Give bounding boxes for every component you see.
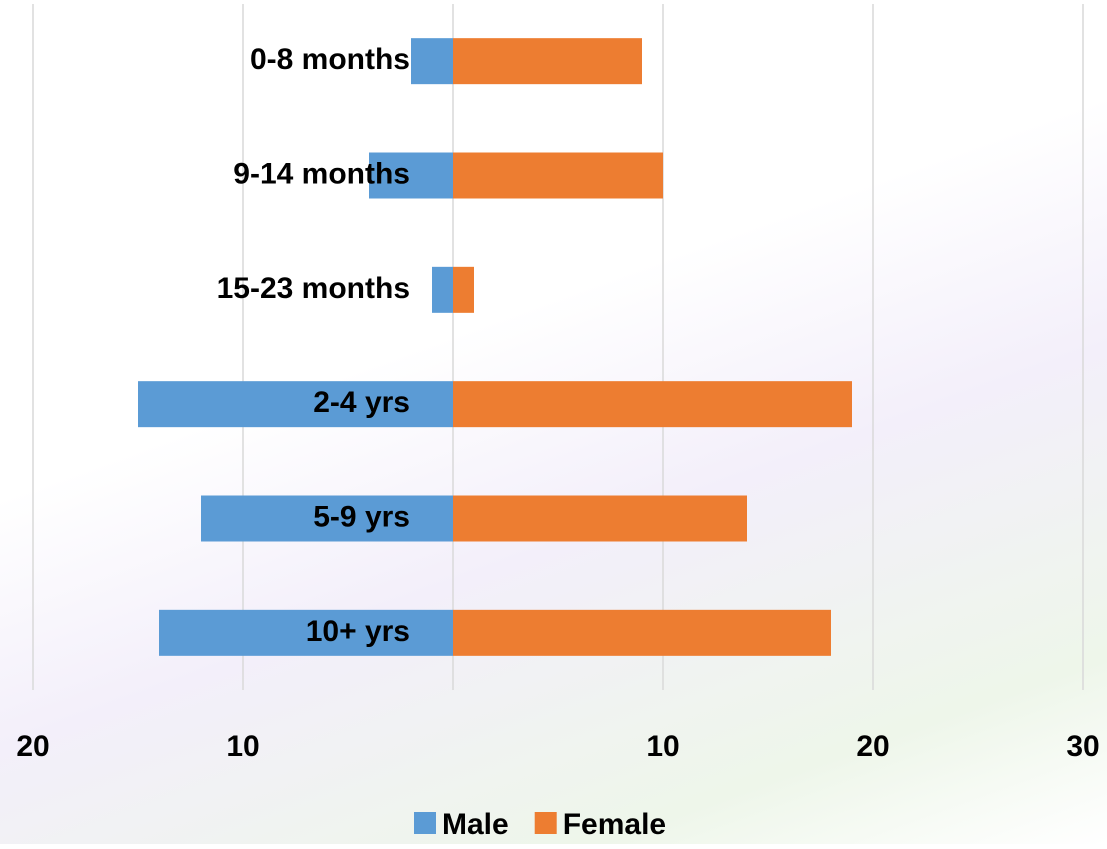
legend-label: Female [563, 808, 666, 841]
legend-label: Male [442, 808, 509, 841]
category-label: 2-4 yrs [313, 386, 410, 419]
bar [453, 381, 852, 427]
category-label: 9-14 months [233, 157, 410, 190]
bar [453, 267, 474, 313]
bar [411, 38, 453, 84]
bar [432, 267, 453, 313]
x-tick-label: 10 [646, 730, 679, 763]
chart: 20 10 10 20 30 0-8 months 9-14 months 15-23 mon… [0, 0, 1107, 844]
category-label: 15-23 months [217, 272, 410, 305]
category-label: 5-9 yrs [313, 500, 410, 533]
bar [453, 496, 747, 542]
bar [453, 610, 831, 656]
category-label: 0-8 months [250, 43, 410, 76]
category-label: 10+ yrs [306, 615, 410, 648]
x-tick-label: 10 [226, 730, 259, 763]
x-tick-label: 20 [16, 730, 49, 763]
page: {"chart_data": {"type": "bar", "orientat… [0, 0, 1107, 844]
x-tick-label: 20 [856, 730, 889, 763]
legend-swatch [535, 812, 557, 834]
legend-swatch [414, 812, 436, 834]
bar [453, 38, 642, 84]
x-tick-label: 30 [1066, 730, 1099, 763]
bar [453, 153, 663, 199]
